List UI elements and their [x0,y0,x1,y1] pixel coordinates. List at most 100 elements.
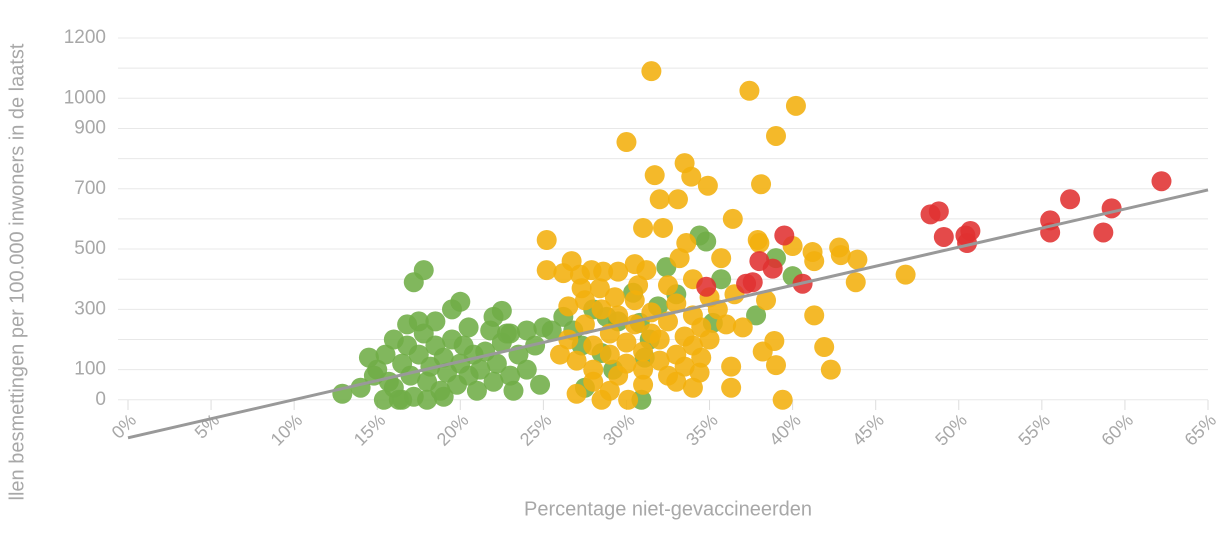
scatter-point [814,337,835,358]
scatter-point [358,347,379,368]
scatter-point [742,272,763,293]
scatter-point [633,217,654,238]
scatter-point [599,344,620,365]
scatter-point [483,371,504,392]
scatter-point [633,359,654,380]
y-tick-label: 0 [95,389,106,410]
scatter-point [383,329,404,350]
scatter-point [804,251,825,272]
scatter-point [676,233,697,254]
scatter-point [593,261,614,282]
scatter-point [616,353,637,374]
scatter-point [378,371,399,392]
scatter-point [417,389,438,410]
scatter-point [388,389,409,410]
x-tick-label: 60% [1097,410,1137,450]
scatter-point [574,314,595,335]
scatter-point [566,383,587,404]
scatter-point [589,278,610,299]
scatter-point [591,299,612,320]
scatter-point [397,314,418,335]
scatter-point [450,291,471,312]
scatter-point [721,356,742,377]
scatter-point [699,329,720,350]
scatter-point [666,293,687,314]
y-tick-label: 1000 [64,87,106,108]
scatter-point [583,371,604,392]
scatter-point [604,287,625,308]
scatter-point [616,132,637,153]
scatter-point [649,350,670,371]
scatter-point [667,189,688,210]
scatter-point [566,350,587,371]
y-tick-label: 500 [74,238,106,259]
scatter-point [491,300,512,321]
scatter-point [774,225,795,246]
scatter-point [466,380,487,401]
y-tick-label: 100 [74,359,106,380]
scatter-point [530,374,551,395]
scatter-point [574,290,595,311]
scatter-point [682,377,703,398]
scatter-point [1093,222,1114,243]
x-tick-label: 5% [191,410,224,443]
scatter-point [669,248,690,269]
scatter-point [766,355,786,376]
x-tick-label: 0% [108,410,141,443]
scatter-point [711,269,732,290]
x-tick-label: 65% [1181,410,1221,450]
scatter-point [653,217,674,238]
x-tick-label: 45% [848,410,888,450]
scatter-point [845,272,866,293]
scatter-point [772,389,793,410]
scatter-point [804,305,825,326]
scatter-point [486,353,507,374]
scatter-point [583,335,604,356]
scatter-point [756,290,777,311]
points [332,61,1172,410]
scatter-point [500,365,521,386]
scatter-point [628,275,649,296]
scatter-point [633,374,654,395]
scatter-point [721,377,742,398]
scatter-point [933,226,954,247]
scatter-point [516,359,537,380]
scatter-point [820,359,841,380]
x-tick-label: 10% [267,410,307,450]
x-tick-label: 25% [516,410,556,450]
scatter-point [716,314,737,335]
scatter-point [413,260,434,281]
x-tick-label: 15% [350,410,390,450]
scatter-point [752,341,773,362]
y-tick-label: 700 [74,178,106,199]
scatter-point [928,201,949,222]
scatter-point [636,260,657,281]
y-tick-label: 300 [74,298,106,319]
scatter-point [641,61,662,82]
scatter-point [691,347,712,368]
scatter-point [550,344,570,365]
scatter-point [599,380,620,401]
scatter-point [666,371,687,392]
scatter-point [697,175,718,196]
x-axis-label: Percentage niet-gevaccineerden [524,498,812,520]
scatter-point [696,276,717,297]
scatter-point [696,231,717,252]
x-tick-label: 30% [599,410,639,450]
y-tick-label: 900 [74,117,106,138]
scatter-point [681,166,702,187]
scatter-point [500,323,521,344]
scatter-point [541,320,562,341]
scatter-point [711,248,732,269]
scatter-point [895,264,916,285]
scatter-point [762,258,783,279]
scatter-point [503,380,524,401]
scatter-point [766,125,786,146]
scatter-point [830,245,851,266]
scatter-point [1060,189,1081,210]
scatter-point [751,174,772,195]
scatter-point [618,389,639,410]
scatter-point [1101,198,1122,219]
x-tick-label: 50% [931,410,971,450]
